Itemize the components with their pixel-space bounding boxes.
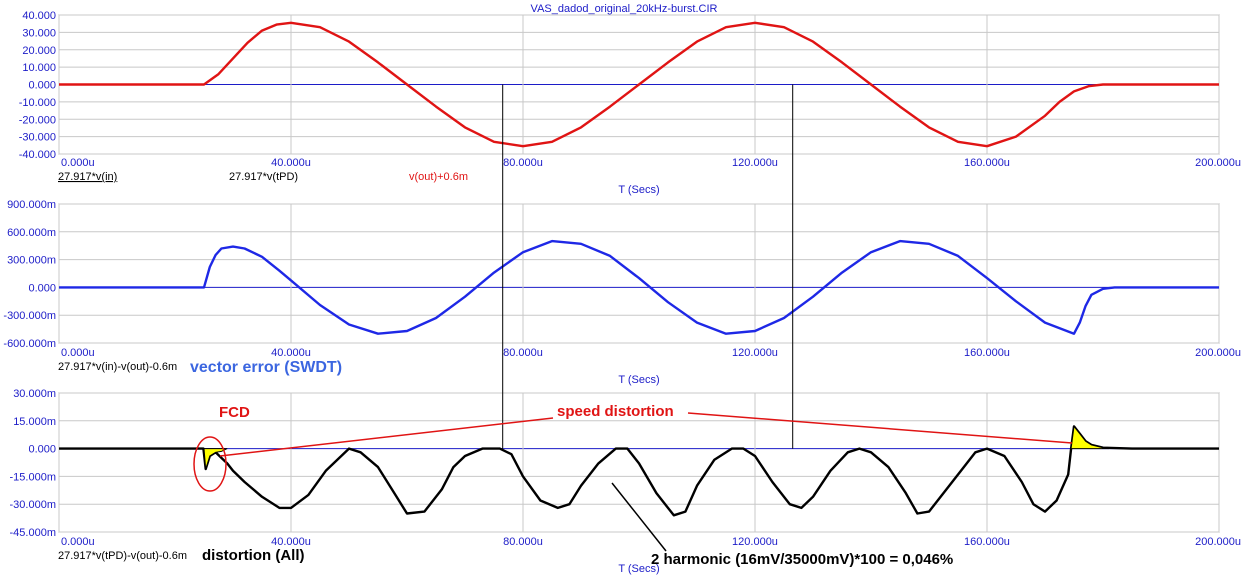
y-tick-label: -45.000m xyxy=(10,527,56,539)
y-tick-label: -300.000m xyxy=(3,310,56,322)
x-tick-label: 200.000u xyxy=(1195,536,1241,548)
x-tick-label: 80.000u xyxy=(503,157,543,169)
y-tick-label: 15.000m xyxy=(13,416,56,428)
x-tick-label: 80.000u xyxy=(503,536,543,548)
chart-title: VAS_dadod_original_20kHz-burst.CIR xyxy=(531,3,718,15)
trace-label-vtpd: 27.917*v(tPD) xyxy=(229,171,298,183)
y-tick-label: -600.000m xyxy=(3,338,56,350)
trace-label-distortion: 27.917*v(tPD)-v(out)-0.6m xyxy=(58,550,187,562)
fcd-highlight xyxy=(203,448,228,470)
trace-label-error: 27.917*v(in)-v(out)-0.6m xyxy=(58,361,177,373)
speed-distortion-highlight xyxy=(1070,425,1109,450)
speed-distortion-pointer xyxy=(687,412,1073,444)
y-tick-label: 30.000m xyxy=(13,388,56,400)
x-axis-label: T (Secs) xyxy=(618,374,659,386)
harmonic-pointer xyxy=(611,482,667,552)
annotation-harmonic: 2 harmonic (16mV/35000mV)*100 = 0,046% xyxy=(651,551,953,568)
y-tick-label: 300.000m xyxy=(7,255,56,267)
plot-distortion: 30.000m 15.000m 0.000 -15.000m -30.000m -45.0… xyxy=(10,388,1241,575)
y-tick-label: 0.000 xyxy=(28,282,56,294)
y-tick-label: 0.000 xyxy=(28,80,56,92)
x-tick-label: 40.000u xyxy=(271,157,311,169)
annotation-fcd: FCD xyxy=(219,404,250,421)
fcd-circle xyxy=(193,436,227,492)
x-tick-label: 120.000u xyxy=(732,536,778,548)
y-tick-label: -30.000 xyxy=(19,132,56,144)
series-line-blue xyxy=(59,239,1219,335)
y-tick-label: -10.000 xyxy=(19,97,56,109)
annotation-layer xyxy=(193,84,1109,552)
x-tick-label: 80.000u xyxy=(503,347,543,359)
y-tick-label: 600.000m xyxy=(7,227,56,239)
x-tick-label: 0.000u xyxy=(61,536,95,548)
x-tick-label: 40.000u xyxy=(271,347,311,359)
y-tick-label: 10.000 xyxy=(22,62,56,74)
x-tick-label: 160.000u xyxy=(964,157,1010,169)
plot-vector-error: 900.000m 600.000m 300.000m 0.000 -300.000m -6… xyxy=(3,199,1241,386)
x-tick-label: 0.000u xyxy=(61,347,95,359)
x-tick-label: 160.000u xyxy=(964,536,1010,548)
annotation-vector-error: vector error (SWDT) xyxy=(190,359,342,376)
x-tick-label: 160.000u xyxy=(964,347,1010,359)
trace-label-vin: 27.917*v(in) xyxy=(58,171,117,183)
annotation-distortion-all: distortion (All) xyxy=(202,547,304,564)
x-tick-label: 120.000u xyxy=(732,157,778,169)
y-tick-label: 0.000 xyxy=(28,444,56,456)
y-tick-label: 40.000 xyxy=(22,10,56,22)
x-axis-label: T (Secs) xyxy=(618,184,659,196)
y-tick-label: -40.000 xyxy=(19,149,56,161)
plot-voltage: 40.000 30.000 20.000 10.000 0.000 -10.000 -20.… xyxy=(19,10,1241,196)
x-tick-label: 120.000u xyxy=(732,347,778,359)
annotation-speed-distortion: speed distortion xyxy=(557,403,674,420)
x-tick-label: 0.000u xyxy=(61,157,95,169)
y-tick-label: 900.000m xyxy=(7,199,56,211)
x-axis-label: T (Secs) xyxy=(618,563,659,575)
y-tick-label: -15.000m xyxy=(10,471,56,483)
x-tick-label: 40.000u xyxy=(271,536,311,548)
speed-distortion-pointer xyxy=(219,417,554,457)
y-tick-label: 30.000 xyxy=(22,27,56,39)
x-tick-label: 200.000u xyxy=(1195,347,1241,359)
y-tick-label: 20.000 xyxy=(22,45,56,57)
y-tick-label: -30.000m xyxy=(10,499,56,511)
trace-label-vout: v(out)+0.6m xyxy=(409,171,468,183)
x-tick-label: 200.000u xyxy=(1195,157,1241,169)
y-tick-label: -20.000 xyxy=(19,114,56,126)
series-line-black xyxy=(59,425,1219,517)
series-line-red xyxy=(59,21,1219,148)
